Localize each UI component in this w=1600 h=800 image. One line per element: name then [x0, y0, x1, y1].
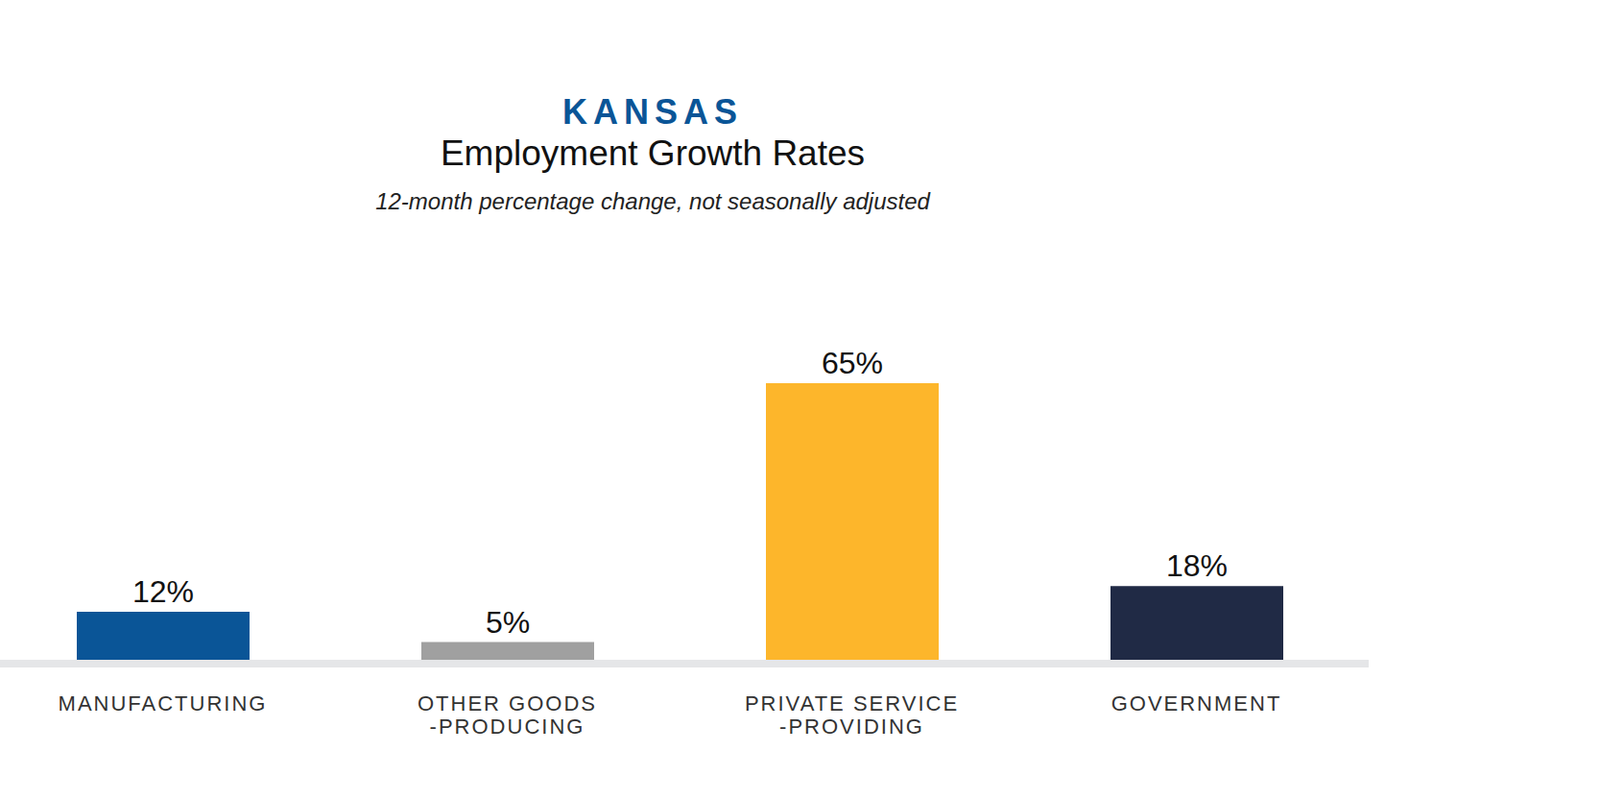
svg-text:5%: 5%	[485, 604, 530, 640]
svg-text:-PROVIDING: -PROVIDING	[779, 714, 925, 739]
html-text:KANSAS: KANSAS	[562, 92, 743, 132]
svg-text:GOVERNMENT: GOVERNMENT	[1111, 691, 1283, 716]
svg-text:-PRODUCING: -PRODUCING	[429, 714, 586, 739]
html-text:Employment Growth Rates: Employment Growth Rates	[440, 133, 865, 173]
svg-text:OTHER GOODS: OTHER GOODS	[417, 691, 598, 716]
svg-text:18%: 18%	[1166, 548, 1228, 583]
svg-text:65%: 65%	[821, 345, 884, 381]
svg-text:MANUFACTURING: MANUFACTURING	[58, 691, 268, 716]
svg-text:12%: 12%	[132, 573, 194, 609]
svg-text:PRIVATE SERVICE: PRIVATE SERVICE	[744, 691, 959, 716]
html-text:12-month percentage change, no: 12-month percentage change, not seasonal…	[375, 188, 930, 215]
